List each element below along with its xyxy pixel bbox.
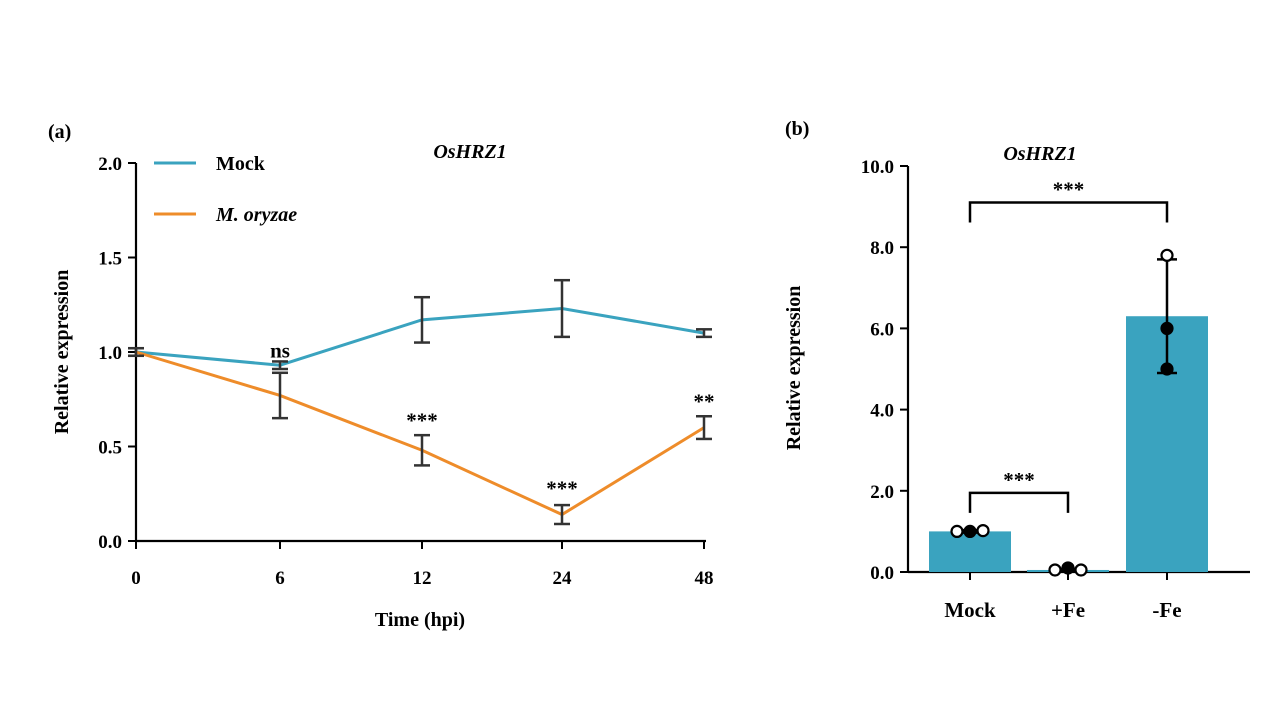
- data-point: [976, 523, 990, 538]
- error-bar: [554, 503, 570, 526]
- x-tick-label: 24: [553, 568, 573, 589]
- error-bar: [128, 346, 144, 358]
- significance-label: ***: [1003, 468, 1035, 492]
- category-label: Mock: [944, 598, 996, 622]
- legend-label: M. oryzae: [215, 204, 297, 226]
- error-bar: [554, 278, 570, 339]
- error-bar: [272, 371, 288, 420]
- category-label: +Fe: [1051, 598, 1085, 622]
- y-tick-label: 8.0: [870, 238, 894, 259]
- data-point: [1160, 362, 1174, 376]
- error-bar: [414, 433, 430, 467]
- panel-a-legend: Mock M. oryzae: [154, 153, 297, 226]
- bar: [929, 531, 1011, 572]
- series-line: [135, 307, 705, 367]
- panel-a-title: OsHRZ1: [433, 141, 506, 163]
- significance-label: ***: [406, 409, 438, 433]
- panel-b: (b) OsHRZ1 Relative expression 0.0 2.0 4.0…: [783, 118, 1250, 622]
- panel-a: (a) OsHRZ1 Time (hpi) Relative expressio…: [48, 121, 715, 631]
- y-tick-label: 0.0: [98, 532, 122, 553]
- x-tick-label: 6: [275, 568, 285, 589]
- x-tick-label: 0: [131, 568, 141, 589]
- panel-a-axes: 0.0 0.5 1.0 1.5 2.0 0 6 12 24 48: [98, 154, 713, 589]
- panel-a-y-axis-label: Relative expression: [51, 270, 73, 435]
- y-tick-label: 2.0: [98, 154, 122, 175]
- panel-a-label: (a): [48, 121, 71, 143]
- series-line: [135, 350, 705, 517]
- y-tick-label: 4.0: [870, 401, 894, 422]
- y-tick-label: 1.0: [98, 343, 122, 364]
- data-point: [1048, 563, 1062, 577]
- significance-label: ns: [270, 339, 290, 363]
- y-tick-label: 0.5: [98, 438, 122, 459]
- data-point: [1160, 248, 1174, 262]
- y-tick-label: 6.0: [870, 319, 894, 340]
- panel-b-label: (b): [785, 118, 809, 140]
- y-tick-label: 2.0: [870, 482, 894, 503]
- data-point: [950, 524, 964, 539]
- error-bar: [272, 360, 288, 371]
- x-tick-label: 48: [695, 568, 714, 589]
- data-point: [1160, 321, 1174, 335]
- y-tick-label: 10.0: [861, 157, 894, 178]
- category-label: -Fe: [1152, 598, 1181, 622]
- y-tick-label: 1.5: [98, 249, 122, 270]
- data-point: [963, 524, 977, 539]
- x-tick-label: 12: [413, 568, 432, 589]
- panel-a-x-axis-label: Time (hpi): [375, 609, 465, 631]
- significance-label: ***: [1053, 178, 1085, 202]
- error-bar: [696, 415, 712, 441]
- significance-label: **: [694, 390, 715, 414]
- error-bar: [696, 328, 712, 339]
- significance-bracket: ***: [968, 178, 1169, 223]
- error-bar: [414, 295, 430, 344]
- bracket-line: [968, 201, 1169, 223]
- panel-a-plot-area: ns********: [128, 278, 715, 526]
- data-point: [1074, 563, 1088, 577]
- data-point: [1061, 561, 1075, 575]
- y-tick-label: 0.0: [870, 563, 894, 584]
- significance-label: ***: [546, 477, 578, 501]
- panel-b-title: OsHRZ1: [1003, 143, 1076, 165]
- bracket-line: [968, 491, 1070, 513]
- significance-bracket: ***: [968, 468, 1070, 513]
- panel-b-plot-area: *** ***: [929, 178, 1208, 577]
- panel-b-y-axis-label: Relative expression: [783, 286, 805, 451]
- legend-label: Mock: [216, 153, 266, 175]
